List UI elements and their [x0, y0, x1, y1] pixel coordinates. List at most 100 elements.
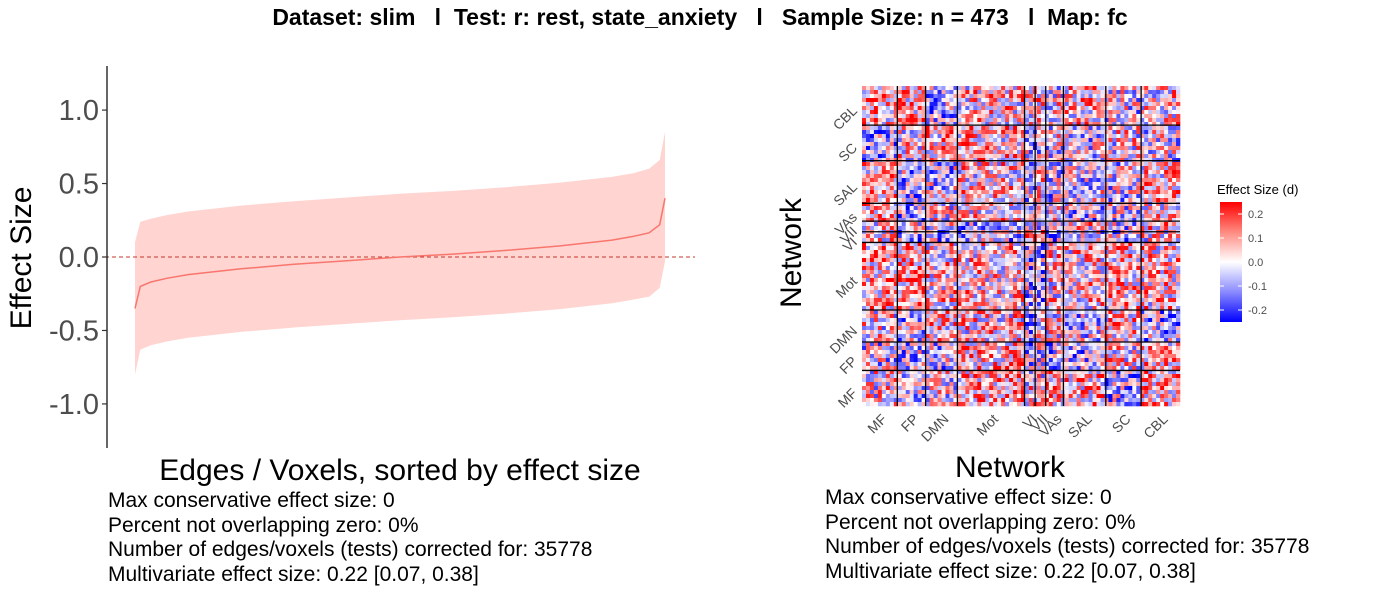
heatmap-cell	[1013, 262, 1018, 267]
heatmap-cell	[905, 134, 911, 139]
heatmap-cell	[1120, 266, 1125, 271]
heatmap-cell	[865, 282, 871, 287]
heatmap-cell	[1009, 174, 1014, 179]
heatmap-cell	[1120, 166, 1125, 171]
heatmap-cell	[1148, 166, 1153, 171]
heatmap-cell	[925, 326, 930, 331]
heatmap-cell	[1124, 238, 1129, 243]
heatmap-cell	[1140, 122, 1145, 127]
heatmap-cell	[1168, 166, 1173, 171]
heatmap-cell	[973, 210, 978, 215]
heatmap-cell	[1112, 106, 1117, 111]
heatmap-cell	[1120, 138, 1125, 143]
heatmap-cell	[901, 294, 907, 299]
heatmap-cell	[1044, 102, 1050, 107]
heatmap-cell	[1072, 90, 1077, 95]
heatmap-cell	[862, 134, 867, 139]
heatmap-cell	[1156, 238, 1161, 243]
heatmap-cell	[877, 270, 883, 275]
heatmap-cell	[1136, 214, 1141, 219]
heatmap-cell	[869, 210, 875, 215]
heatmap-cell	[1140, 106, 1145, 111]
heatmap-cell	[1005, 114, 1010, 119]
heatmap-cell	[1044, 154, 1050, 159]
heatmap-cell	[862, 214, 867, 219]
heatmap-cell	[945, 306, 950, 311]
heatmap-cell	[1072, 310, 1077, 315]
heatmap-cell	[1128, 134, 1133, 139]
heatmap-cell	[989, 174, 994, 179]
heatmap-cell	[1044, 138, 1050, 143]
heatmap-cell	[1124, 326, 1129, 331]
heatmap-cell	[973, 282, 978, 287]
heatmap-cell	[1136, 206, 1141, 211]
heatmap-cell	[869, 110, 875, 115]
heatmap-cell	[957, 102, 962, 107]
heatmap-cell	[941, 262, 946, 267]
heatmap-cell	[1009, 270, 1014, 275]
heatmap-cell	[1040, 302, 1046, 307]
heatmap-cell	[977, 138, 982, 143]
heatmap-cell	[977, 274, 982, 279]
heatmap-cell	[897, 130, 903, 135]
heatmap-cell	[937, 110, 942, 115]
heatmap-cell	[897, 282, 903, 287]
heatmap-cell	[1001, 138, 1006, 143]
heatmap-cell	[1168, 106, 1173, 111]
heatmap-cell	[1136, 286, 1141, 291]
heatmap-cell	[881, 278, 887, 283]
heatmap-cell	[957, 138, 962, 143]
heatmap-cell	[873, 202, 879, 207]
heatmap-cell	[1148, 306, 1153, 311]
heatmap-cell	[1092, 218, 1097, 223]
heatmap-cell	[1001, 202, 1006, 207]
heatmap-cell	[1072, 290, 1077, 295]
y-axis-title: Effect Size	[5, 187, 38, 330]
heatmap-cell	[993, 306, 998, 311]
heatmap-cell	[1017, 94, 1022, 99]
heatmap-cell	[1013, 242, 1018, 247]
heatmap-cell	[1144, 190, 1149, 195]
heatmap-cell	[961, 310, 966, 315]
heatmap-cell	[1005, 234, 1010, 239]
heatmap-cell	[993, 86, 998, 91]
heatmap-cell	[1044, 218, 1050, 223]
heatmap-cell	[949, 286, 954, 291]
heatmap-cell	[1084, 114, 1089, 119]
heatmap-cell	[1040, 246, 1046, 251]
heatmap-cell	[1140, 178, 1145, 183]
heatmap-cell	[1048, 86, 1054, 91]
heatmap-cell	[1048, 330, 1054, 335]
heatmap-cell	[989, 286, 994, 291]
heatmap-cell	[1084, 106, 1089, 111]
heatmap-cell	[865, 258, 871, 263]
heatmap-cell	[1080, 226, 1085, 231]
heatmap-cell	[929, 194, 934, 199]
heatmap-cell	[1140, 170, 1145, 175]
heatmap-cell	[1001, 110, 1006, 115]
heatmap-cell	[981, 126, 986, 131]
heatmap-cell	[881, 238, 887, 243]
heatmap-cell	[1064, 86, 1069, 91]
heatmap-cell	[1024, 298, 1030, 303]
heatmap-cell	[889, 98, 895, 103]
heatmap-cell	[941, 118, 946, 123]
heatmap-cell	[1112, 210, 1117, 215]
heatmap-cell	[1005, 254, 1010, 259]
heatmap-cell	[873, 238, 879, 243]
heatmap-cell	[893, 262, 899, 267]
heatmap-cell	[901, 134, 907, 139]
heatmap-cell	[1092, 178, 1097, 183]
heatmap-cell	[905, 298, 911, 303]
heatmap-cell	[997, 110, 1002, 115]
heatmap-cell	[1132, 170, 1137, 175]
heatmap-cell	[1140, 258, 1145, 263]
heatmap-cell	[897, 310, 903, 315]
heatmap-cell	[989, 150, 994, 155]
heatmap-cell	[1172, 274, 1177, 279]
heatmap-cell	[1160, 94, 1165, 99]
heatmap-cell	[1128, 174, 1133, 179]
heatmap-cell	[985, 282, 990, 287]
heatmap-cell	[873, 254, 879, 259]
heatmap-cell	[1124, 198, 1129, 203]
